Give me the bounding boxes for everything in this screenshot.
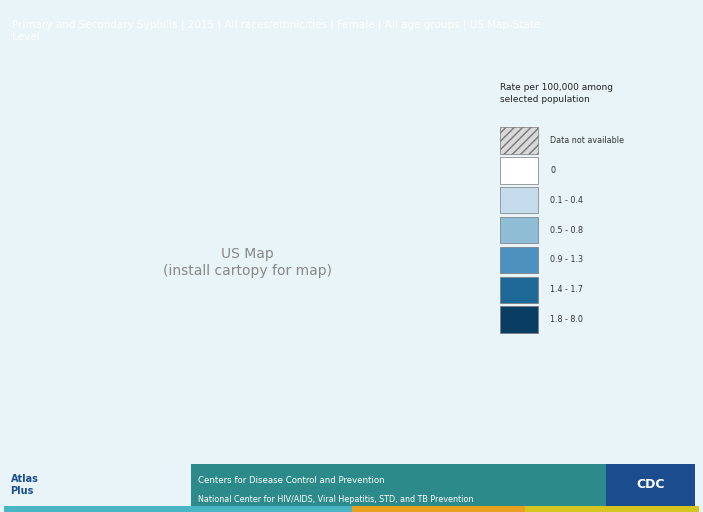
Bar <box>501 306 538 333</box>
Text: Data not available: Data not available <box>550 136 624 145</box>
Bar <box>525 506 699 512</box>
Text: 0: 0 <box>550 166 555 175</box>
Bar <box>606 464 695 507</box>
Text: US Map
(install cartopy for map): US Map (install cartopy for map) <box>163 247 333 278</box>
Text: Centers for Disease Control and Prevention: Centers for Disease Control and Preventi… <box>198 477 385 485</box>
Bar <box>501 217 538 243</box>
Bar <box>501 276 538 303</box>
Bar <box>501 187 538 214</box>
Text: 1.8 - 8.0: 1.8 - 8.0 <box>550 315 583 324</box>
Bar <box>501 157 538 184</box>
Text: CDC: CDC <box>636 478 665 492</box>
Text: Primary and Secondary Syphilis | 2015 | All races/ethnicities | Female | All age: Primary and Secondary Syphilis | 2015 | … <box>12 20 540 42</box>
Text: 0.9 - 1.3: 0.9 - 1.3 <box>550 255 583 264</box>
Bar <box>352 506 526 512</box>
Text: Atlas
Plus: Atlas Plus <box>11 474 39 496</box>
Bar <box>191 464 605 506</box>
Text: 0.1 - 0.4: 0.1 - 0.4 <box>550 196 583 205</box>
Bar <box>4 506 177 512</box>
Bar <box>177 506 352 512</box>
Text: Rate per 100,000 among
selected population: Rate per 100,000 among selected populati… <box>501 83 614 103</box>
Text: National Center for HIV/AIDS, Viral Hepatitis, STD, and TB Prevention: National Center for HIV/AIDS, Viral Hepa… <box>198 495 474 504</box>
Text: 1.4 - 1.7: 1.4 - 1.7 <box>550 285 583 294</box>
Text: 0.5 - 0.8: 0.5 - 0.8 <box>550 226 583 234</box>
Bar <box>501 127 538 154</box>
Bar <box>501 247 538 273</box>
